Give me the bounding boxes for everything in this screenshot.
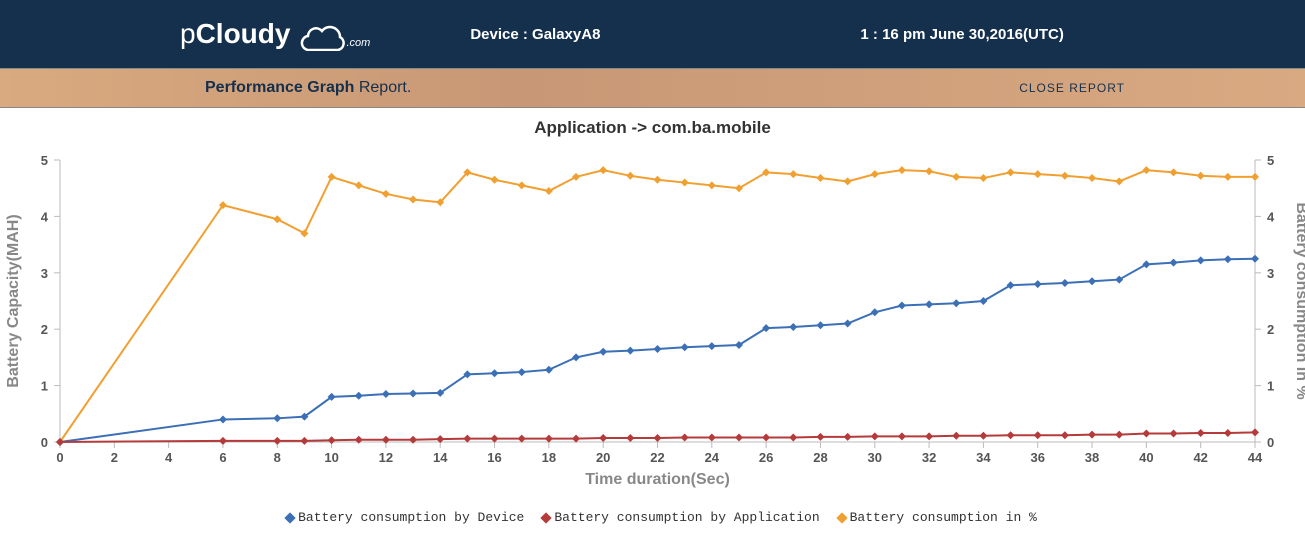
svg-text:3: 3 — [1267, 266, 1274, 281]
logo: pCloudy .com — [180, 17, 370, 51]
svg-text:0: 0 — [41, 435, 48, 450]
svg-text:5: 5 — [41, 153, 48, 168]
legend-marker-percent — [836, 512, 847, 523]
chart-legend: Battery consumption by Device Battery con… — [0, 510, 1305, 525]
svg-text:36: 36 — [1030, 450, 1044, 465]
logo-p: p — [180, 18, 196, 49]
svg-text:3: 3 — [41, 266, 48, 281]
svg-text:5: 5 — [1267, 153, 1274, 168]
svg-text:4: 4 — [165, 450, 173, 465]
svg-text:14: 14 — [433, 450, 448, 465]
svg-text:2: 2 — [1267, 322, 1274, 337]
svg-text:40: 40 — [1139, 450, 1153, 465]
svg-text:32: 32 — [922, 450, 936, 465]
svg-text:Battery Capacity(MAH): Battery Capacity(MAH) — [5, 214, 22, 387]
svg-text:0: 0 — [56, 450, 63, 465]
svg-text:4: 4 — [41, 209, 49, 224]
cloud-icon — [296, 17, 352, 51]
chart-container: Application -> com.ba.mobile 02468101214… — [0, 108, 1305, 535]
svg-text:30: 30 — [868, 450, 882, 465]
svg-text:12: 12 — [379, 450, 393, 465]
timestamp: 1 : 16 pm June 30,2016(UTC) — [860, 26, 1063, 43]
svg-text:28: 28 — [813, 450, 827, 465]
svg-text:16: 16 — [487, 450, 501, 465]
svg-text:38: 38 — [1085, 450, 1099, 465]
chart-svg: 0246810121416182022242628303234363840424… — [0, 142, 1305, 502]
svg-text:42: 42 — [1193, 450, 1207, 465]
logo-dotcom: .com — [346, 37, 370, 49]
svg-text:1: 1 — [1267, 379, 1274, 394]
svg-text:0: 0 — [1267, 435, 1274, 450]
header-info: Device : GalaxyA8 1 : 16 pm June 30,2016… — [470, 26, 1125, 43]
svg-text:6: 6 — [219, 450, 226, 465]
device-info: Device : GalaxyA8 — [470, 26, 600, 43]
svg-text:26: 26 — [759, 450, 773, 465]
report-title: Performance Graph Report. — [205, 79, 411, 97]
svg-text:Battery consumption in %: Battery consumption in % — [1293, 202, 1305, 399]
header-bar: pCloudy .com Device : GalaxyA8 1 : 16 pm… — [0, 0, 1305, 68]
svg-text:44: 44 — [1248, 450, 1263, 465]
subheader-bar: Performance Graph Report. CLOSE REPORT — [0, 68, 1305, 108]
legend-label-percent: Battery consumption in % — [850, 510, 1037, 525]
svg-text:8: 8 — [274, 450, 281, 465]
svg-text:10: 10 — [324, 450, 338, 465]
logo-cloudy: Cloudy — [196, 18, 291, 49]
svg-text:20: 20 — [596, 450, 610, 465]
svg-text:2: 2 — [41, 322, 48, 337]
legend-marker-device — [284, 512, 295, 523]
svg-text:Time duration(Sec): Time duration(Sec) — [585, 471, 730, 488]
svg-text:1: 1 — [41, 379, 48, 394]
legend-marker-application — [541, 512, 552, 523]
svg-text:2: 2 — [111, 450, 118, 465]
svg-text:18: 18 — [542, 450, 556, 465]
close-report-button[interactable]: CLOSE REPORT — [1019, 81, 1125, 95]
legend-label-device: Battery consumption by Device — [298, 510, 524, 525]
legend-label-application: Battery consumption by Application — [554, 510, 819, 525]
svg-text:34: 34 — [976, 450, 991, 465]
svg-text:4: 4 — [1267, 209, 1275, 224]
svg-text:24: 24 — [705, 450, 720, 465]
chart-title: Application -> com.ba.mobile — [0, 118, 1305, 138]
svg-text:22: 22 — [650, 450, 664, 465]
